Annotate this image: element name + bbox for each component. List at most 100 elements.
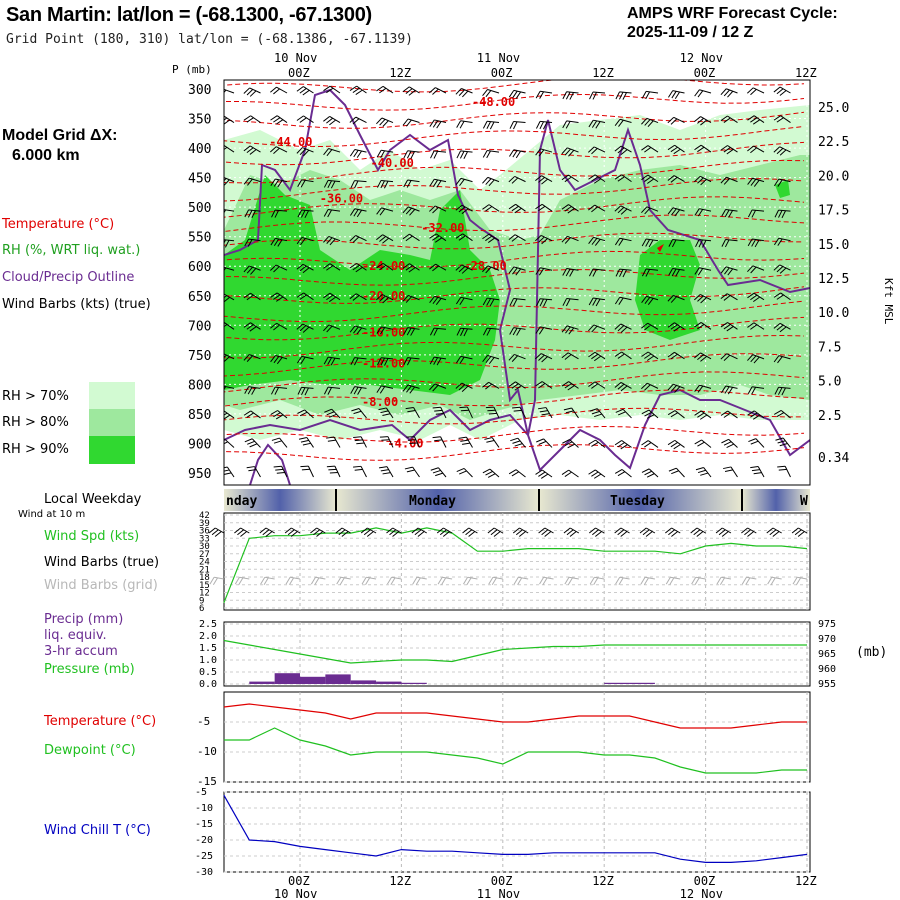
wind-barb <box>208 527 225 537</box>
wind-barb <box>405 406 420 419</box>
wind-barb <box>429 356 447 366</box>
wind-barb <box>361 576 377 585</box>
wind-barb <box>694 322 712 330</box>
wind-barb <box>456 467 473 478</box>
wind-barb <box>430 150 447 159</box>
wind-barb <box>296 115 314 123</box>
surface-panels: 4239363330272421181512962.52.01.51.00.50… <box>195 511 887 878</box>
wind-barb <box>721 238 738 248</box>
panel-tick-label: 2.0 <box>199 631 217 642</box>
pressure-tick-label: 850 <box>188 408 211 423</box>
wind-barb <box>747 265 765 274</box>
wind-barb <box>224 466 235 478</box>
wind-barb <box>509 149 526 159</box>
wind-barb <box>694 144 712 153</box>
wind-barb <box>428 205 447 214</box>
wind-barb <box>588 469 606 479</box>
wind-barb <box>323 148 341 157</box>
wind-barb <box>773 409 791 419</box>
wind-barb <box>641 238 659 248</box>
panel-tick-label: 36 <box>199 527 210 537</box>
wind-barb <box>535 120 553 130</box>
legend-precip-accum: 3-hr accum <box>44 644 118 659</box>
legend-rh80-swatch <box>89 409 135 436</box>
wind-barb <box>482 265 500 274</box>
wind-barb <box>437 576 453 585</box>
wind-barb <box>563 407 579 419</box>
height-tick-label: 5.0 <box>818 375 841 390</box>
wind-barb <box>667 322 685 332</box>
bottom-hour-tick-label: 00Z <box>694 874 716 888</box>
wind-barb <box>324 408 341 419</box>
pressure-unit-label: (mb) <box>856 645 887 660</box>
wind-barb <box>429 383 447 392</box>
legend-rh90-swatch <box>89 436 135 464</box>
wind-barb <box>456 150 473 159</box>
wind-barb <box>296 355 314 365</box>
wind-barb <box>535 326 553 335</box>
legend-wind-chill: Wind Chill T (°C) <box>44 823 151 838</box>
wind-barb <box>535 175 553 185</box>
wind-barb <box>455 296 473 306</box>
wind-barb <box>694 352 712 362</box>
wind-barb <box>720 145 738 155</box>
wind-barb <box>537 407 553 419</box>
wind-barb <box>508 89 526 99</box>
wind-barb <box>561 469 579 478</box>
wind-chill-line <box>223 794 808 863</box>
temperature-contour-line <box>224 389 805 413</box>
wind-barb <box>482 297 500 307</box>
panel-tick-label: 0.0 <box>199 679 217 690</box>
precip-bar <box>401 682 427 684</box>
wind-barb <box>690 527 706 537</box>
wind-barb <box>297 386 314 396</box>
temperature-contour-label: -40.00 <box>371 156 414 170</box>
wind-barb <box>323 263 341 271</box>
wind-barb <box>406 436 420 448</box>
wind-barb <box>349 148 367 158</box>
pressure-line <box>223 639 807 664</box>
wind-barb <box>386 576 402 585</box>
wind-barb <box>270 386 288 395</box>
wind-barb <box>224 353 235 363</box>
wind-barb <box>508 266 526 276</box>
wind-barb <box>747 238 765 248</box>
precip-bar <box>376 681 402 684</box>
pressure-tick-label: 965 <box>818 649 836 660</box>
model-grid-value: 6.000 km <box>12 147 80 164</box>
wind-barb <box>429 178 447 188</box>
wind-barb <box>323 292 341 303</box>
wind-barb <box>668 238 685 248</box>
wind-barb <box>349 325 367 335</box>
wind-barb <box>243 354 261 362</box>
wind-barb <box>588 174 606 184</box>
wind-barb <box>310 576 326 585</box>
wind-barb <box>513 576 529 585</box>
wind-barb <box>773 322 791 333</box>
height-tick-label: 22.5 <box>818 135 849 150</box>
panel-tick-label: -10 <box>195 803 213 814</box>
wind-barb <box>720 176 738 185</box>
pressure-tick-label: 960 <box>818 664 836 675</box>
wind-barb <box>588 527 605 537</box>
pressure-tick-label: 900 <box>188 437 211 452</box>
wind-barb <box>209 576 225 585</box>
wind-barb <box>259 527 275 537</box>
wind-barb <box>747 115 765 125</box>
wind-barb <box>747 292 765 303</box>
wind-barb <box>244 209 261 218</box>
panel-tick-label: 21 <box>199 565 210 575</box>
wind-barb <box>455 382 473 392</box>
wind-barb <box>350 357 367 366</box>
wind-barb <box>667 439 685 450</box>
wind-barb <box>562 268 579 277</box>
weekday-sunday: nday <box>226 494 257 509</box>
wind-barb <box>270 86 288 95</box>
wind-barb <box>350 208 367 218</box>
legend-precip: Precip (mm) <box>44 612 124 627</box>
height-tick-label: 15.0 <box>818 238 849 253</box>
precip-bar <box>300 676 326 684</box>
wind-barb <box>667 207 685 217</box>
panel-tick-label: 12 <box>199 589 210 599</box>
wind-barb <box>482 354 500 365</box>
